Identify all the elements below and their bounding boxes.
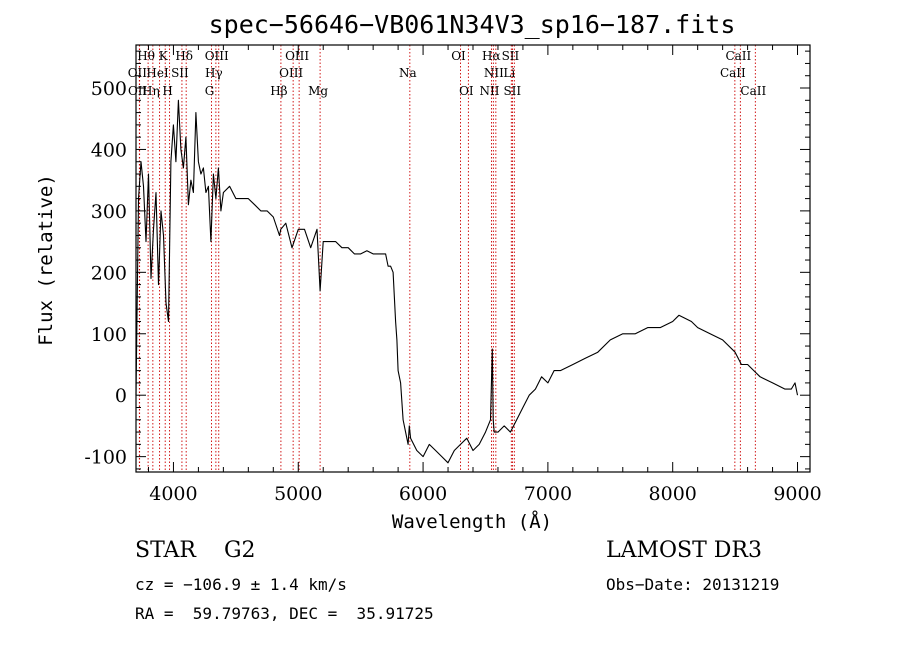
y-tick-label: 500 <box>91 78 127 100</box>
emission-line-label: Hη <box>142 84 160 98</box>
x-tick-label: 5000 <box>274 483 322 505</box>
plot-frame <box>135 44 811 473</box>
y-tick-label: 0 <box>115 385 127 407</box>
emission-line-markers <box>138 45 756 472</box>
y-tick-label: 100 <box>91 324 127 346</box>
spectrum-series <box>135 99 799 464</box>
emission-line-label: SII <box>503 84 521 98</box>
emission-line-label: OII <box>128 66 148 80</box>
y-axis-label: Flux (relative) <box>35 174 57 346</box>
x-axis-label: Wavelength (Å) <box>392 510 552 533</box>
redshift-velocity: cz = −106.9 ± 1.4 km/s <box>135 575 347 594</box>
x-tick-label: 6000 <box>399 483 447 505</box>
emission-line-label: Hα <box>482 49 501 63</box>
emission-line-label: SII <box>171 66 189 80</box>
emission-line-label: K <box>159 49 169 63</box>
emission-line-label: NII <box>484 66 504 80</box>
axis-ticks: 4000 5000 6000 7000 8000 9000 -100 0 100 200 300 40… <box>84 45 822 505</box>
emission-line-label: CaII <box>725 49 751 63</box>
emission-line-label: OI <box>459 84 474 98</box>
emission-line-label: OII <box>128 84 148 98</box>
x-tick-label: 7000 <box>524 483 572 505</box>
emission-line-label: G <box>205 84 215 98</box>
emission-line-label: OIII <box>205 49 229 63</box>
y-tick-label: -100 <box>84 447 127 469</box>
emission-line-label: Hδ <box>175 49 193 63</box>
emission-line-label: OI <box>451 49 466 63</box>
emission-line-label: SII <box>502 49 520 63</box>
emission-line-label: Hβ <box>270 84 287 98</box>
emission-line-label: OIII <box>285 49 309 63</box>
x-tick-label: 4000 <box>149 483 197 505</box>
star-classification: STAR G2 <box>135 538 256 563</box>
emission-line-label: OIII <box>279 66 303 80</box>
x-tick-label: 9000 <box>773 483 821 505</box>
emission-line-label: HeI <box>146 66 169 80</box>
emission-line-label: CaII <box>720 66 746 80</box>
emission-line-label: Li <box>503 66 515 80</box>
emission-line-label: Mg <box>308 84 328 98</box>
spectrum-line <box>135 99 799 464</box>
emission-line-label: NII <box>479 84 499 98</box>
y-tick-label: 200 <box>91 262 127 284</box>
observation-date: Obs−Date: 20131219 <box>606 575 780 594</box>
chart-title: spec−56646−VB061N34V3_sp16−187.fits <box>209 10 736 39</box>
emission-line-label: H <box>162 84 172 98</box>
emission-line-label: Hγ <box>205 66 223 80</box>
emission-line-label: Na <box>399 66 417 80</box>
emission-line-label: Hθ <box>137 49 155 63</box>
y-tick-label: 300 <box>91 201 127 223</box>
emission-line-label: CaII <box>740 84 766 98</box>
x-tick-label: 8000 <box>649 483 697 505</box>
survey-name: LAMOST DR3 <box>606 538 762 563</box>
y-tick-label: 400 <box>91 139 127 161</box>
sky-coordinates: RA = 59.79763, DEC = 35.91725 <box>135 604 434 623</box>
